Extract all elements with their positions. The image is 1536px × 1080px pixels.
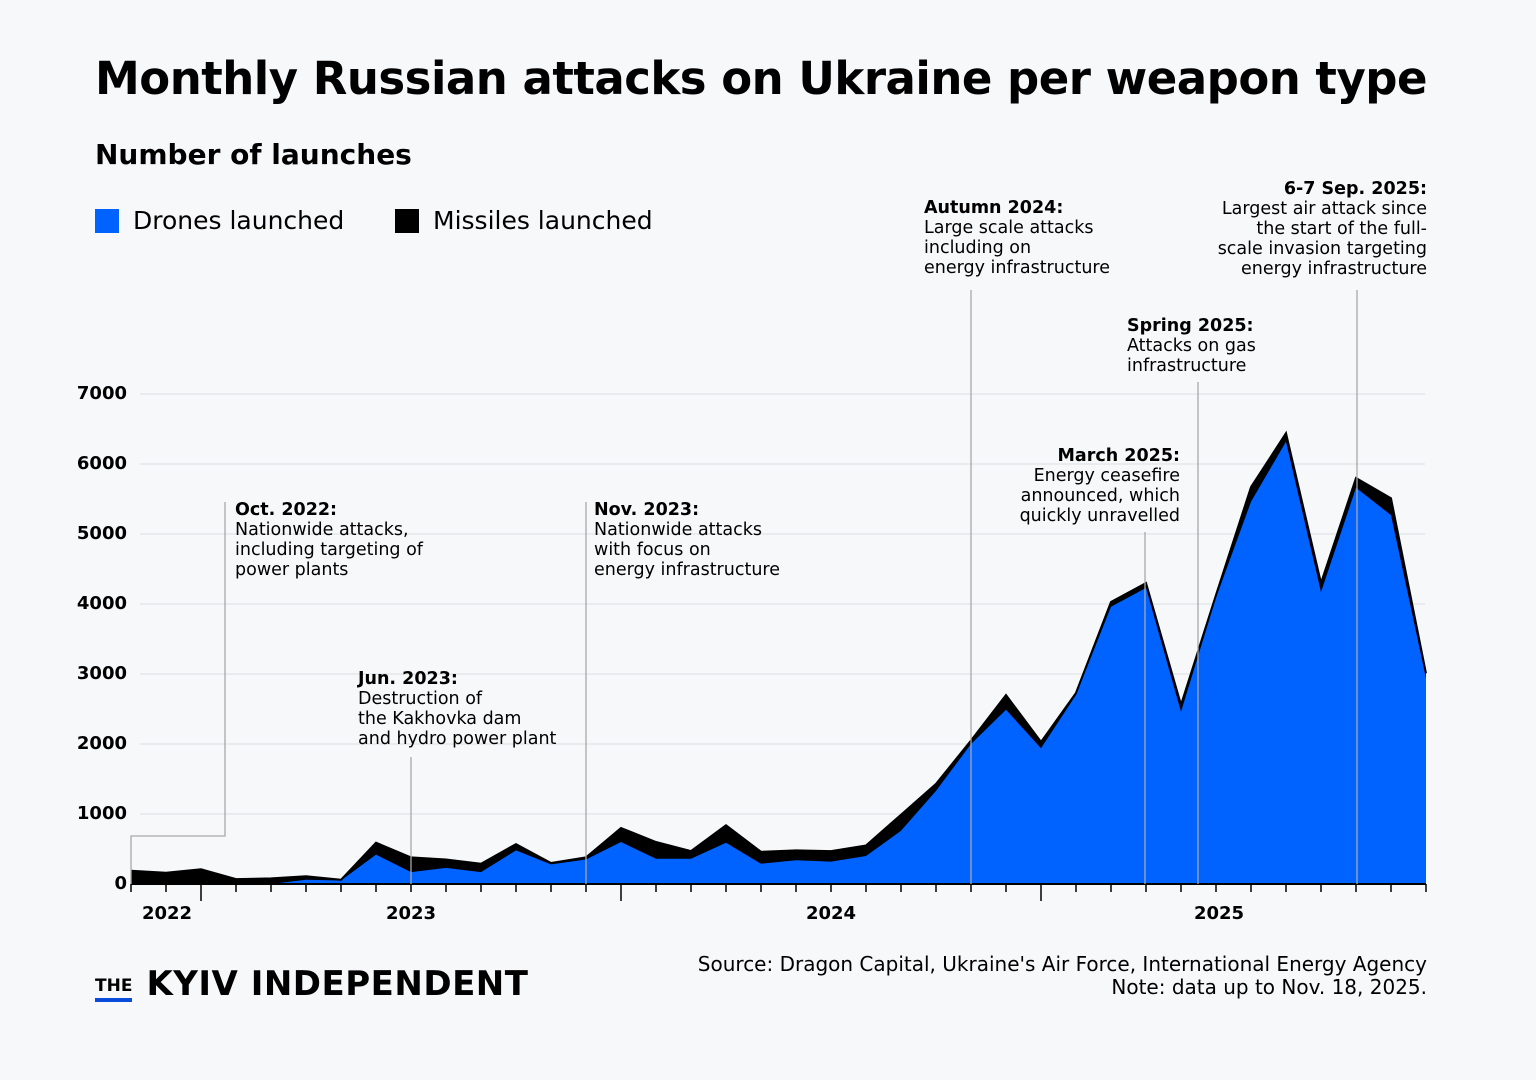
annotation-heading: 6-7 Sep. 2025: <box>1283 179 1427 199</box>
y-tick-label: 5000 <box>76 523 127 544</box>
total-outline <box>130 430 1427 881</box>
y-tick-label: 4000 <box>76 593 127 614</box>
logo-name: KYIV INDEPENDENT <box>146 964 529 1004</box>
annotation-line <box>130 502 226 884</box>
legend-item-drones: Drones launched <box>95 206 344 235</box>
legend-label: Missiles launched <box>433 206 653 235</box>
annotation-text: Large scale attacks including on energy … <box>924 218 1110 278</box>
x-tick-label: 2023 <box>385 903 437 924</box>
y-tick-label: 2000 <box>76 733 127 754</box>
annotation-heading: Jun. 2023: <box>358 669 458 689</box>
annotation-text: Nationwide attacks, including targeting … <box>235 520 423 580</box>
annotation-heading: Oct. 2022: <box>235 500 338 520</box>
annotation-heading: Spring 2025: <box>1127 316 1254 336</box>
annotation-text: Attacks on gas infrastructure <box>1127 336 1256 376</box>
annotation-march-2025: March 2025: Energy ceasefire announced, … <box>1020 446 1180 526</box>
x-tick-label: 2022 <box>141 903 193 924</box>
source-note: Source: Dragon Capital, Ukraine's Air Fo… <box>698 953 1427 999</box>
annotation-text: Nationwide attacks with focus on energy … <box>594 520 780 580</box>
chart-subtitle: Number of launches <box>95 138 412 171</box>
annotation-oct-2022: Oct. 2022: Nationwide attacks, including… <box>235 500 423 580</box>
y-tick-label: 3000 <box>76 663 127 684</box>
legend-item-missiles: Missiles launched <box>395 206 653 235</box>
annotation-spring-2025: Spring 2025: Attacks on gas infrastructu… <box>1127 316 1256 376</box>
annotation-heading: March 2025: <box>1057 446 1180 466</box>
annotation-text: Energy ceasefire announced, which quickl… <box>1019 466 1180 526</box>
note-text: Note: data up to Nov. 18, 2025. <box>1111 975 1427 999</box>
x-tick-label: 2025 <box>1193 903 1245 924</box>
drones-area <box>131 441 1426 884</box>
source-text: Source: Dragon Capital, Ukraine's Air Fo… <box>697 952 1427 976</box>
logo-the: THE <box>95 976 133 1002</box>
y-tick-label: 6000 <box>76 453 127 474</box>
annotation-text: Largest air attack since the start of th… <box>1217 199 1427 279</box>
legend-swatch-drones <box>95 208 119 233</box>
chart-title: Monthly Russian attacks on Ukraine per w… <box>95 52 1428 105</box>
legend-swatch-missiles <box>395 208 419 233</box>
kyiv-independent-logo: THE KYIV INDEPENDENT <box>95 966 528 1002</box>
annotation-autumn-2024: Autumn 2024: Large scale attacks includi… <box>924 198 1110 278</box>
x-tick-label: 2024 <box>805 903 857 924</box>
annotation-sep-2025: 6-7 Sep. 2025: Largest air attack since … <box>1218 179 1427 279</box>
annotation-heading: Autumn 2024: <box>924 198 1064 218</box>
annotation-heading: Nov. 2023: <box>594 500 700 520</box>
legend-label: Drones launched <box>133 206 345 235</box>
y-tick-label: 0 <box>114 873 127 894</box>
annotation-text: Destruction of the Kakhovka dam and hydr… <box>358 689 557 749</box>
y-tick-label: 1000 <box>76 803 127 824</box>
annotation-jun-2023: Jun. 2023: Destruction of the Kakhovka d… <box>358 669 556 749</box>
annotation-nov-2023: Nov. 2023: Nationwide attacks with focus… <box>594 500 780 580</box>
y-tick-label: 7000 <box>76 383 127 404</box>
